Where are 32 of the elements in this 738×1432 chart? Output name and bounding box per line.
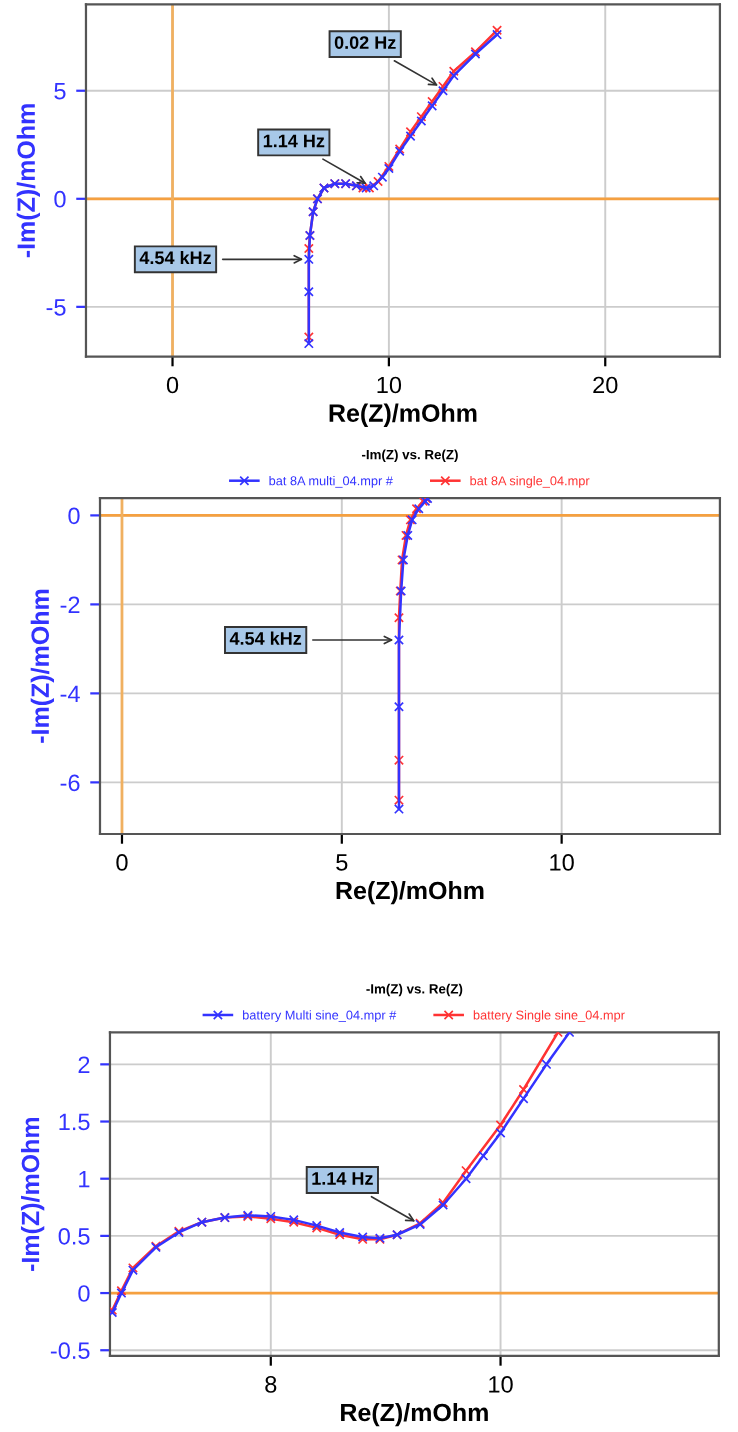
x-tick-label: 5: [336, 854, 348, 871]
x-tick-label: 10: [550, 854, 574, 871]
y-axis-title: -Im(Z)/mOhm: [20, 1117, 45, 1271]
annotation: 1.14 Hz: [263, 134, 325, 148]
annotation: 4.54 kHz: [139, 250, 211, 265]
y-axis-title: -Im(Z)/mOhm: [16, 104, 40, 258]
y-tick-label: -6: [60, 774, 80, 792]
y-tick-label: 0: [54, 190, 66, 208]
y-tick-label: 2: [78, 1056, 90, 1073]
x-tick-label: 0: [116, 854, 128, 871]
annotation: 1.14 Hz: [312, 1172, 373, 1185]
x-axis-title: Re(Z)/mOhm: [341, 1402, 488, 1427]
y-tick-label: -0.5: [50, 1342, 90, 1360]
y-tick-label: 0.5: [58, 1227, 90, 1245]
y-tick-label: 0: [68, 507, 80, 525]
y-tick-label: 5: [54, 83, 66, 100]
y-tick-label: -5: [46, 299, 66, 316]
x-axis-title: Re(Z)/mOhm: [329, 403, 477, 427]
y-tick-label: -2: [60, 596, 80, 613]
x-tick-label: 10: [489, 1376, 513, 1393]
x-axis-title: Re(Z)/mOhm: [336, 881, 484, 905]
y-tick-label: 0: [78, 1285, 90, 1302]
annotation: 4.54 kHz: [229, 631, 302, 645]
y-tick-label: -4: [60, 685, 80, 702]
annotation: 0.02 Hz: [334, 36, 396, 49]
x-tick-label: 10: [377, 376, 402, 394]
y-tick-label: 1.5: [59, 1113, 90, 1131]
x-tick-label: 0: [166, 376, 179, 394]
y-tick-label: 1: [79, 1171, 90, 1188]
x-tick-label: 8: [265, 1376, 277, 1393]
x-tick-label: 20: [593, 376, 618, 394]
y-axis-title: -Im(Z)/mOhm: [30, 589, 55, 743]
